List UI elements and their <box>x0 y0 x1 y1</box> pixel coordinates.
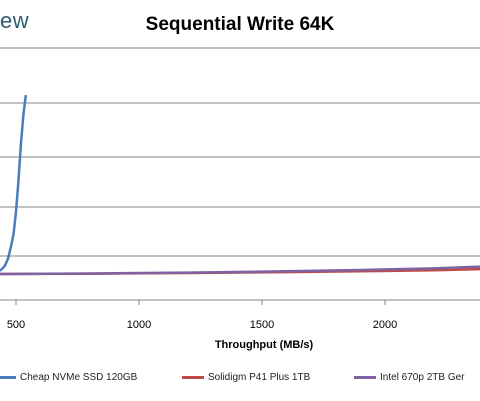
logo-fragment: ew <box>0 8 30 33</box>
series-lines <box>0 94 480 276</box>
series-line-2 <box>0 265 480 276</box>
legend-swatch <box>182 376 204 379</box>
x-tick-labels: 500 1000 1500 2000 <box>7 300 397 331</box>
x-tick-label: 500 <box>7 319 25 331</box>
legend-label: Cheap NVMe SSD 120GB <box>20 372 138 383</box>
x-tick-label: 1000 <box>127 319 151 331</box>
legend-item: Solidigm P41 Plus 1TB <box>182 372 310 383</box>
series-line-0 <box>0 94 28 272</box>
legend: Cheap NVMe SSD 120GB Solidigm P41 Plus 1T… <box>0 372 480 392</box>
legend-label: Solidigm P41 Plus 1TB <box>208 372 311 383</box>
legend-swatch <box>354 376 376 379</box>
chart-title: Sequential Write 64K <box>145 14 335 35</box>
legend-swatch <box>0 376 16 379</box>
x-tick-label: 2000 <box>373 319 397 331</box>
x-tick-label: 1500 <box>250 319 274 331</box>
x-axis-label: Throughput (MB/s) <box>215 339 314 351</box>
gridlines <box>0 47 480 257</box>
legend-item: Intel 670p 2TB Ger <box>354 372 465 383</box>
legend-label: Intel 670p 2TB Ger <box>380 372 465 383</box>
legend-item: Cheap NVMe SSD 120GB <box>0 372 137 383</box>
